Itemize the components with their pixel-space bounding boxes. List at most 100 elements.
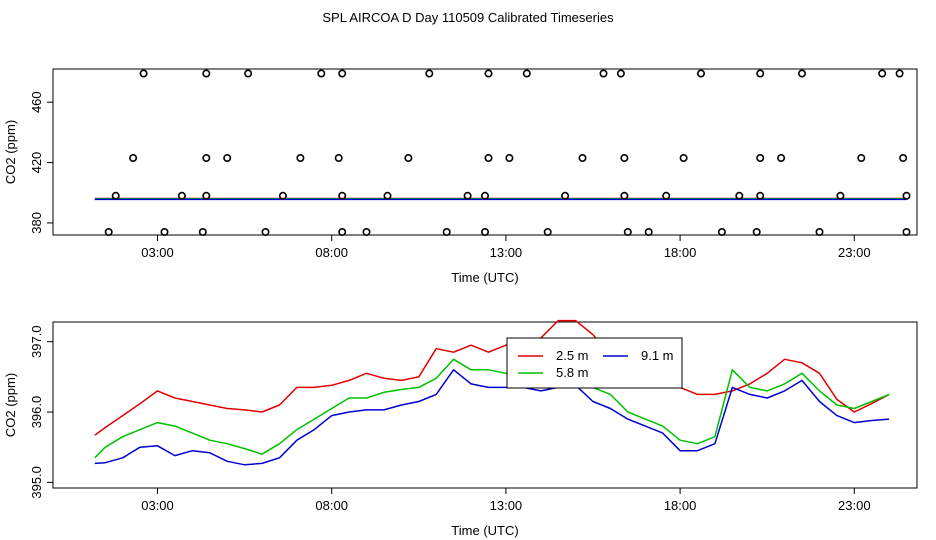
calibration-point (522, 69, 531, 78)
calibration-point (505, 154, 514, 163)
calibration-point (111, 191, 120, 200)
calibration-point (797, 69, 806, 78)
top-y-axis: 380 420 460 (29, 91, 53, 234)
calibration-point (899, 154, 908, 163)
calibration-point (484, 154, 493, 163)
calibration-point (362, 228, 371, 237)
calibration-point (334, 154, 343, 163)
top-y-tick-label-380: 380 (29, 212, 44, 234)
top-x-tick-label-23-00: 23:00 (838, 245, 871, 260)
calibration-point (735, 191, 744, 200)
calibration-point (296, 154, 305, 163)
top-series-lines (94, 197, 907, 201)
top-y-axis-label: CO2 (ppm) (3, 120, 18, 184)
legend: 2.5 m 9.1 m 5.8 m (506, 337, 683, 389)
top-calibration-points (104, 69, 911, 237)
bottom-y-axis-label: CO2 (ppm) (3, 373, 18, 437)
calibration-point (338, 228, 347, 237)
bottom-x-tick-label-18-00: 18:00 (664, 498, 697, 513)
top-y-tick-label-420: 420 (29, 152, 44, 174)
top-x-tick-label-03-00: 03:00 (141, 245, 174, 260)
bottom-y-tick-label-396-0: 396.0 (29, 396, 44, 429)
calibration-point (261, 228, 270, 237)
calibration-point (902, 228, 911, 237)
bottom-x-tick-label-08-00: 08:00 (315, 498, 348, 513)
bottom-series-lines (94, 319, 890, 466)
bottom-series-2-5-m (94, 319, 890, 436)
calibration-point (442, 228, 451, 237)
calibration-point (463, 191, 472, 200)
calibration-point (139, 69, 148, 78)
calibration-point (620, 191, 629, 200)
calibration-point (599, 69, 608, 78)
calibration-point (202, 154, 211, 163)
top-x-tick-label-13-00: 13:00 (490, 245, 523, 260)
calibration-point (425, 69, 434, 78)
calibration-point (278, 191, 287, 200)
calibration-point (484, 69, 493, 78)
calibration-point (338, 191, 347, 200)
top-panel: 03:00 08:00 13:00 18:00 23:00 380 420 460 Time… (3, 68, 918, 285)
calibration-point (902, 191, 911, 200)
calibration-point (480, 191, 489, 200)
calibration-point (644, 228, 653, 237)
calibration-point (696, 69, 705, 78)
legend-label-5-8m: 5.8 m (556, 365, 589, 380)
bottom-series-9-1-m (94, 369, 890, 466)
bottom-x-tick-label-03-00: 03:00 (141, 498, 174, 513)
calibration-point (616, 69, 625, 78)
legend-box (506, 337, 683, 389)
calibration-point (223, 154, 232, 163)
calibration-point (104, 228, 113, 237)
legend-label-9-1m: 9.1 m (641, 348, 674, 363)
calibration-point (623, 228, 632, 237)
legend-label-2-5m: 2.5 m (556, 348, 589, 363)
top-x-axis: 03:00 08:00 13:00 18:00 23:00 (141, 235, 871, 260)
calibration-point (338, 69, 347, 78)
calibration-point (561, 191, 570, 200)
calibration-point (578, 154, 587, 163)
bottom-y-tick-label-395-0: 395.0 (29, 466, 44, 499)
figure-title: SPL AIRCOA D Day 110509 Calibrated Times… (322, 10, 614, 25)
calibration-point (480, 228, 489, 237)
bottom-x-axis: 03:00 08:00 13:00 18:00 23:00 (141, 488, 871, 513)
calibration-point (317, 69, 326, 78)
top-y-tick-label-460: 460 (29, 91, 44, 113)
calibration-point (815, 228, 824, 237)
calibration-point (679, 154, 688, 163)
calibration-point (244, 69, 253, 78)
bottom-x-tick-label-23-00: 23:00 (838, 498, 871, 513)
calibration-point (717, 228, 726, 237)
calibration-point (857, 154, 866, 163)
calibration-point (383, 191, 392, 200)
top-x-axis-label: Time (UTC) (451, 270, 518, 285)
top-x-tick-label-08-00: 08:00 (315, 245, 348, 260)
bottom-series-5-8-m (94, 358, 890, 459)
calibration-point (543, 228, 552, 237)
bottom-panel: 03:00 08:00 13:00 18:00 23:00 395.0 396.0 397.… (3, 319, 918, 538)
calibration-point (836, 191, 845, 200)
calibration-point (202, 69, 211, 78)
top-x-tick-label-18-00: 18:00 (664, 245, 697, 260)
calibration-point (756, 154, 765, 163)
calibration-point (756, 191, 765, 200)
calibration-point (202, 191, 211, 200)
bottom-x-tick-label-13-00: 13:00 (490, 498, 523, 513)
bottom-x-axis-label: Time (UTC) (451, 523, 518, 538)
calibration-point (198, 228, 207, 237)
calibration-point (160, 228, 169, 237)
bottom-y-tick-label-397-0: 397.0 (29, 325, 44, 358)
calibration-point (752, 228, 761, 237)
calibration-point (129, 154, 138, 163)
calibration-point (895, 69, 904, 78)
bottom-plot-frame (52, 321, 918, 489)
calibration-point (620, 154, 629, 163)
calibration-point (662, 191, 671, 200)
bottom-y-axis: 395.0 396.0 397.0 (29, 325, 53, 499)
calibration-point (756, 69, 765, 78)
calibration-point (404, 154, 413, 163)
calibration-point (777, 154, 786, 163)
calibration-point (878, 69, 887, 78)
